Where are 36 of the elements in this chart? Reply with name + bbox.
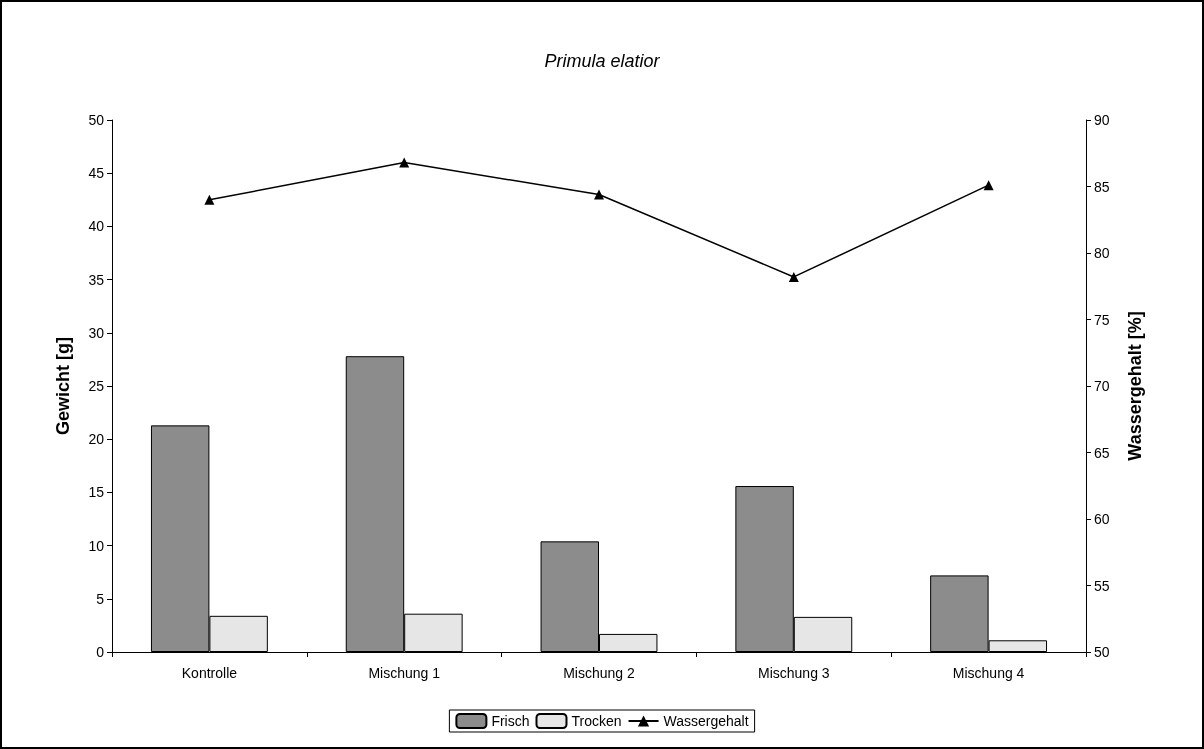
point: [594, 189, 604, 200]
x-tick-label: Mischung 2: [563, 665, 636, 681]
y2-tick-label: 90: [1094, 112, 1110, 128]
y-tick-label: 25: [88, 378, 105, 394]
y2-tick-label: 80: [1094, 245, 1110, 261]
y-axis-title: Gewicht [g]: [53, 337, 73, 435]
y2-tick-label: 85: [1094, 178, 1110, 195]
y-tick-label: 10: [88, 537, 105, 554]
chart-title: Primula elatior: [544, 51, 661, 71]
point: [399, 157, 410, 168]
point: [204, 194, 215, 205]
y-tick-label: 40: [88, 218, 105, 235]
y2-axis-title: Wassergehalt [%]: [1125, 311, 1145, 461]
x-tick-label: Kontrolle: [181, 665, 238, 681]
y2-tick-label: 55: [1094, 577, 1110, 594]
legend-label: Wassergehalt: [663, 713, 749, 729]
y2-tick-label: 70: [1094, 378, 1110, 394]
y2-tick-label: 65: [1094, 444, 1110, 461]
point: [983, 180, 994, 191]
y2-tick-label: 75: [1094, 311, 1110, 328]
y-tick-label: 50: [88, 112, 105, 128]
y-tick-label: 30: [88, 324, 105, 341]
x-tick-label: Mischung 1: [368, 665, 441, 681]
point: [788, 271, 799, 282]
y-tick-label: 35: [88, 271, 105, 288]
y-tick-label: 5: [96, 590, 105, 607]
y-tick-label: 20: [88, 431, 105, 448]
legend-label: Trocken: [571, 713, 622, 729]
y2-tick-label: 60: [1094, 511, 1110, 527]
x-tick-label: Mischung 3: [758, 665, 830, 681]
y-tick-label: 0: [96, 644, 105, 660]
y-tick-label: 45: [88, 165, 105, 182]
x-tick-label: Mischung 4: [952, 665, 1025, 681]
legend-label: Frisch: [491, 713, 530, 729]
y-tick-label: 15: [88, 484, 105, 501]
y2-tick-label: 50: [1094, 644, 1110, 660]
